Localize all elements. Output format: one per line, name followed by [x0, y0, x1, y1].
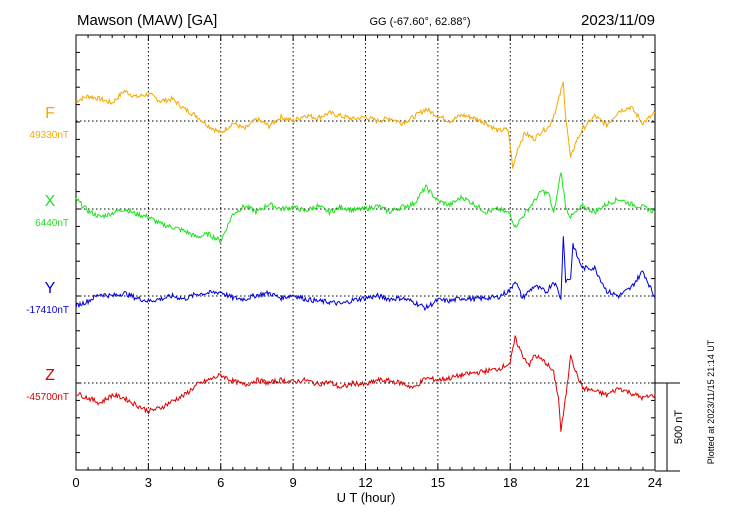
- series-baseline-z: -45700nT: [26, 392, 69, 403]
- series-layer: [75, 81, 656, 432]
- series-name-f: F: [45, 105, 55, 122]
- x-axis-title: U T (hour): [337, 490, 396, 505]
- series-line-y: [75, 236, 656, 312]
- scale-bar-label: 500 nT: [673, 410, 685, 445]
- series-labels: F 49330nT X 6440nT Y -17410nT Z -45700nT: [26, 105, 69, 403]
- x-tick-label: 18: [503, 475, 517, 490]
- series-line-z: [76, 335, 656, 432]
- plotted-timestamp: Plotted at 2023/11/15 21:14 UT: [706, 339, 716, 464]
- coordinates-label: GG (-67.60°, 62.88°): [369, 16, 470, 28]
- x-ticks: 0 3 6 9 12 15 18 21 24: [72, 34, 662, 490]
- grid-lines: [76, 35, 655, 470]
- series-name-y: Y: [45, 280, 56, 297]
- x-tick-label: 9: [290, 475, 297, 490]
- series-line-f: [75, 81, 656, 169]
- x-tick-label: 24: [648, 475, 662, 490]
- x-tick-label: 3: [145, 475, 152, 490]
- x-tick-label: 12: [358, 475, 372, 490]
- x-tick-label: 21: [575, 475, 589, 490]
- scale-bar: 500 nT: [655, 382, 685, 472]
- series-baseline-f: 49330nT: [30, 130, 69, 141]
- date-label: 2023/11/09: [581, 12, 655, 29]
- x-tick-label: 0: [72, 475, 79, 490]
- x-tick-label: 6: [217, 475, 224, 490]
- x-tick-label: 15: [431, 475, 445, 490]
- series-name-z: Z: [45, 367, 55, 384]
- station-title: Mawson (MAW) [GA]: [77, 12, 217, 29]
- series-baseline-y: -17410nT: [26, 305, 69, 316]
- series-baseline-x: 6440nT: [35, 218, 69, 229]
- series-name-x: X: [45, 193, 56, 210]
- series-line-x: [75, 172, 656, 244]
